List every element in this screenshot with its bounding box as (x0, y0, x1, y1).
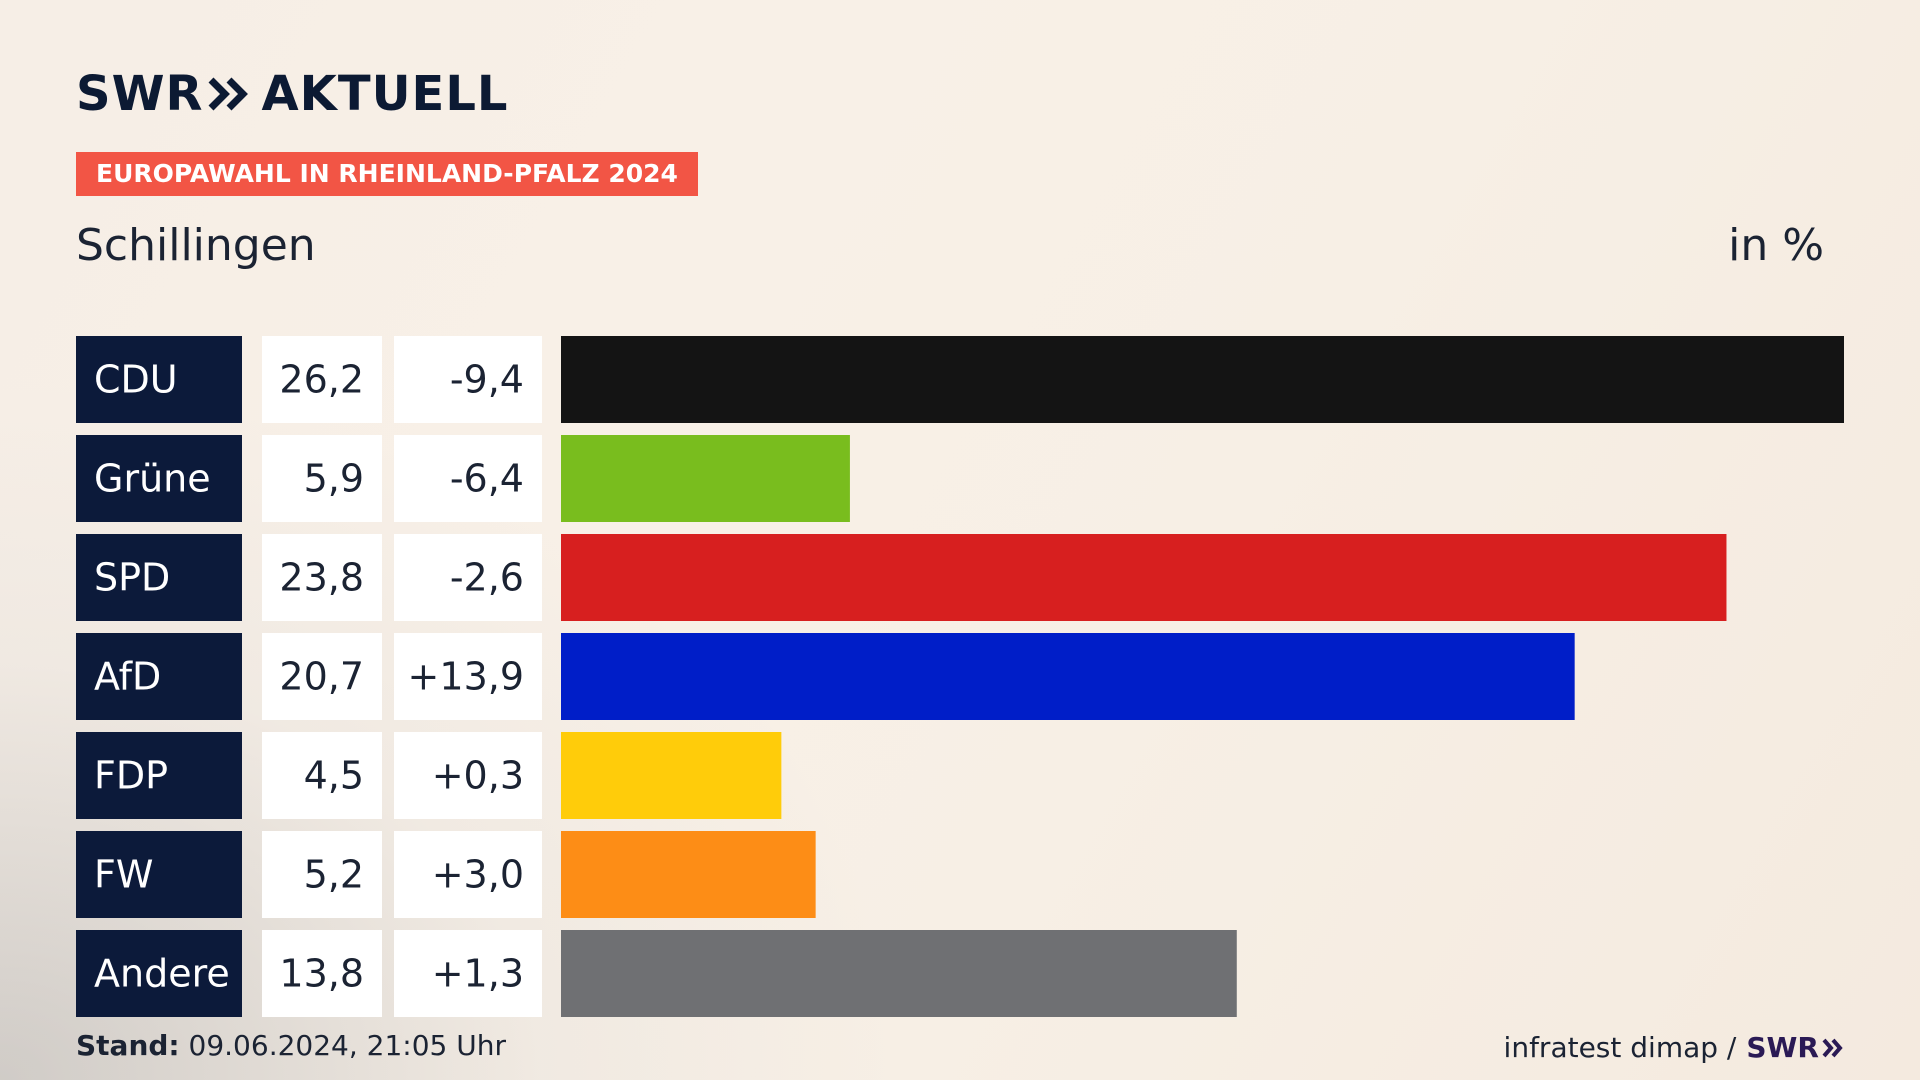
change-cell-afd (394, 633, 542, 720)
logo-aktuell-text: AKTUELL (261, 66, 509, 122)
change-cell-spd (394, 534, 542, 621)
party-cell-spd (76, 534, 242, 621)
chart-title: Schillingen (76, 220, 316, 271)
change-cell-fdp (394, 732, 542, 819)
party-label-spd: SPD (94, 556, 170, 600)
value-label-fw: 5,2 (304, 853, 364, 897)
value-cell-grne (262, 435, 382, 522)
party-label-andere: Andere (94, 952, 230, 996)
value-label-spd: 23,8 (279, 556, 364, 600)
timestamp-value: 09.06.2024, 21:05 Uhr (188, 1029, 506, 1062)
value-label-afd: 20,7 (279, 655, 364, 699)
value-cell-afd (262, 633, 382, 720)
party-cell-afd (76, 633, 242, 720)
change-label-grne: -6,4 (450, 457, 524, 501)
change-label-afd: +13,9 (408, 655, 524, 699)
unit-label: in % (1728, 220, 1824, 271)
party-cell-grne (76, 435, 242, 522)
value-cell-fdp (262, 732, 382, 819)
value-cell-spd (262, 534, 382, 621)
bar-afd (561, 633, 1575, 720)
source-swr-logo: SWR (1746, 1031, 1844, 1064)
timestamp: Stand: 09.06.2024, 21:05 Uhr (76, 1029, 506, 1062)
change-label-andere: +1,3 (432, 952, 524, 996)
bar-spd (561, 534, 1727, 621)
bar-grne (561, 435, 850, 522)
double-chevron-icon (209, 77, 249, 111)
party-label-grne: Grüne (94, 457, 211, 501)
source-text: infratest dimap / (1503, 1031, 1737, 1064)
value-label-grne: 5,9 (304, 457, 364, 501)
value-cell-andere (262, 930, 382, 1017)
value-label-cdu: 26,2 (279, 358, 364, 402)
value-label-fdp: 4,5 (304, 754, 364, 798)
party-cell-cdu (76, 336, 242, 423)
party-label-fdp: FDP (94, 754, 168, 798)
change-label-fw: +3,0 (432, 853, 524, 897)
bar-fw (561, 831, 816, 918)
value-cell-cdu (262, 336, 382, 423)
logo-swr-text: SWR (76, 66, 204, 122)
bar-andere (561, 930, 1237, 1017)
party-label-afd: AfD (94, 655, 161, 699)
change-label-cdu: -9,4 (450, 358, 524, 402)
election-badge: EUROPAWAHL IN RHEINLAND-PFALZ 2024 (76, 152, 698, 196)
timestamp-label: Stand: (76, 1029, 180, 1062)
change-cell-fw (394, 831, 542, 918)
change-cell-grne (394, 435, 542, 522)
party-cell-fdp (76, 732, 242, 819)
value-cell-fw (262, 831, 382, 918)
party-cell-andere (76, 930, 242, 1017)
party-label-fw: FW (94, 853, 153, 897)
change-cell-andere (394, 930, 542, 1017)
small-double-chevron-icon (1822, 1038, 1843, 1057)
party-cell-fw (76, 831, 242, 918)
change-label-fdp: +0,3 (432, 754, 524, 798)
change-cell-cdu (394, 336, 542, 423)
party-label-cdu: CDU (94, 358, 178, 402)
bar-fdp (561, 732, 782, 819)
source-swr-text: SWR (1746, 1031, 1819, 1064)
bar-cdu (561, 336, 1844, 423)
change-label-spd: -2,6 (450, 556, 524, 600)
swr-aktuell-logo: SWR AKTUELL (76, 64, 509, 124)
value-label-andere: 13,8 (279, 952, 364, 996)
source-credit: infratest dimap / SWR (1504, 1031, 1844, 1064)
